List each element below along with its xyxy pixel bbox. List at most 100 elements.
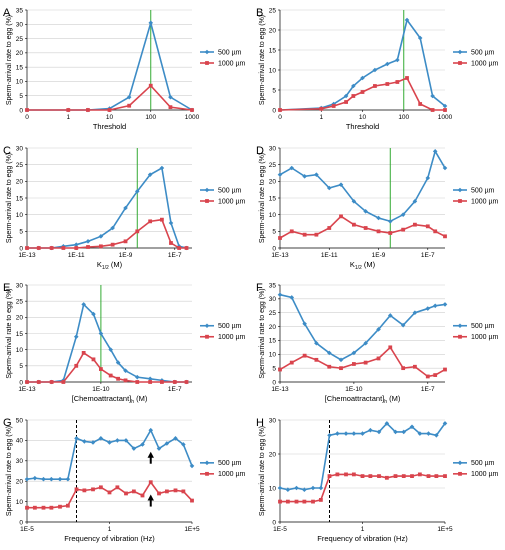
y-tick-label: 15 (269, 338, 277, 345)
x-tick-label: 1E-10 (92, 386, 110, 393)
y-tick-label: 35 (269, 282, 277, 289)
data-point-1000 (110, 242, 115, 247)
data-point-500 (156, 446, 162, 451)
y-tick-label: 20 (16, 479, 24, 486)
legend-marker (457, 187, 463, 193)
data-point-1000 (363, 226, 368, 230)
data-point-1000 (98, 485, 103, 490)
data-point-1000 (376, 356, 381, 361)
data-point-1000 (123, 239, 128, 244)
y-tick-label: 10 (16, 347, 24, 354)
data-point-1000 (443, 234, 447, 239)
data-point-500 (426, 431, 431, 436)
y-tick-label: 10 (269, 485, 277, 492)
data-point-500 (376, 215, 381, 221)
data-point-500 (82, 439, 87, 444)
panel-label: F (256, 282, 263, 294)
legend-label: 500 µm (471, 460, 495, 467)
data-point-500 (363, 340, 368, 346)
data-point-500 (326, 185, 332, 191)
data-point-1000 (91, 487, 95, 492)
chart-panel-E: 0 5 10 15 20 25 30 1E-13 1E-10 1E-7 ESperm-arrival… (3, 282, 246, 405)
data-point-1000 (160, 380, 164, 384)
data-point-500 (302, 174, 307, 179)
data-point-1000 (311, 499, 315, 504)
y-tick-label: 25 (269, 7, 277, 14)
data-point-500 (57, 476, 63, 482)
x-tick-label: 1E-10 (345, 386, 363, 393)
x-tick-label: 1000 (438, 114, 453, 121)
data-point-1000 (318, 498, 323, 502)
data-point-500 (115, 360, 121, 365)
series-line-1000 (27, 218, 187, 249)
data-point-1000 (388, 345, 393, 350)
y-tick-label: 25 (16, 36, 24, 43)
data-point-1000 (302, 232, 307, 237)
y-tick-label: 40 (16, 438, 24, 445)
data-point-1000 (426, 474, 431, 478)
legend-marker (458, 471, 462, 476)
legend-marker (205, 471, 209, 476)
data-point-500 (338, 182, 344, 187)
data-point-500 (98, 331, 104, 336)
legend-marker (458, 61, 462, 65)
data-point-1000 (278, 367, 282, 372)
data-point-500 (351, 431, 357, 436)
y-tick-label: 20 (16, 315, 24, 322)
data-point-500 (81, 302, 86, 307)
data-point-500 (412, 310, 418, 316)
data-point-1000 (177, 246, 182, 250)
data-point-1000 (278, 108, 282, 112)
data-point-1000 (131, 489, 136, 494)
chart-panel-C: 0 5 10 15 20 25 30 1E-13 1E-11 1E-9 1E-7 CSperm-arr… (3, 145, 246, 271)
y-tick-label: 20 (16, 50, 24, 57)
data-point-1000 (376, 229, 381, 234)
x-axis-label: Threshold (346, 122, 379, 131)
data-point-500 (90, 440, 96, 445)
chart-panel-D: 0 5 10 15 20 25 30 1E-13 1E-11 1E-9 1E-7 DSperm-arr… (256, 145, 499, 271)
data-point-500 (376, 327, 381, 332)
data-point-500 (32, 475, 38, 481)
data-point-1000 (327, 364, 332, 369)
data-point-500 (425, 175, 431, 181)
y-tick-label: 15 (269, 47, 277, 54)
data-point-1000 (335, 472, 340, 477)
x-tick-label: 1E-11 (68, 252, 85, 259)
data-point-500 (393, 429, 398, 435)
data-point-500 (277, 172, 283, 177)
data-point-500 (335, 431, 340, 436)
series-line-1000 (279, 346, 446, 378)
x-axis-label: [Chemoattractant]h (M) (325, 394, 401, 405)
data-point-1000 (98, 367, 103, 371)
data-point-1000 (363, 360, 368, 365)
data-point-1000 (49, 380, 54, 384)
data-point-1000 (289, 360, 294, 365)
data-point-1000 (278, 499, 282, 504)
y-tick-label: 0 (19, 245, 23, 252)
legend-label: 500 µm (471, 187, 495, 194)
y-tick-label: 30 (269, 296, 277, 303)
data-point-1000 (157, 491, 161, 496)
data-point-500 (41, 476, 46, 482)
y-tick-label: 20 (269, 179, 277, 186)
x-tick-label: 100 (398, 114, 409, 121)
data-point-1000 (434, 474, 439, 478)
data-point-1000 (160, 217, 164, 222)
data-point-1000 (401, 227, 406, 232)
data-point-1000 (124, 491, 128, 496)
data-point-500 (400, 212, 406, 217)
data-point-500 (123, 205, 128, 211)
data-point-500 (372, 67, 378, 73)
data-point-1000 (168, 105, 173, 110)
x-axis-label: Frequency of vibration (Hz) (64, 534, 155, 543)
data-point-1000 (388, 231, 393, 235)
data-point-1000 (289, 229, 294, 234)
y-tick-label: 20 (16, 179, 24, 186)
data-point-500 (385, 61, 390, 67)
x-tick-label: 100 (145, 114, 156, 121)
data-point-500 (314, 172, 319, 177)
y-tick-label: 15 (16, 64, 24, 71)
data-point-500 (387, 313, 393, 318)
series-line-500 (26, 428, 193, 480)
legend-label: 1000 µm (471, 60, 499, 67)
